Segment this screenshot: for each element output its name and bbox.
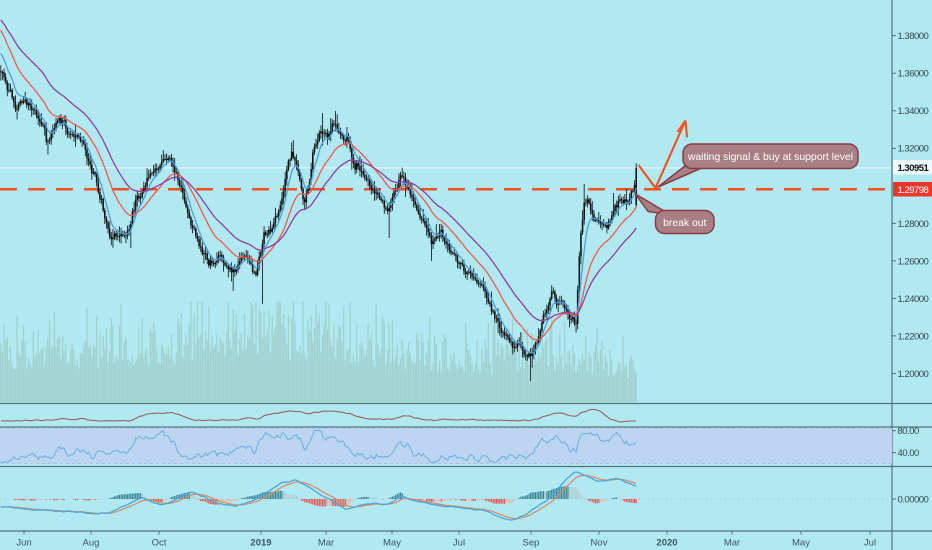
svg-text:Aug: Aug: [83, 538, 100, 549]
svg-text:Oct: Oct: [152, 538, 167, 549]
svg-text:1.24000: 1.24000: [898, 294, 929, 305]
svg-text:1.20000: 1.20000: [898, 369, 929, 380]
svg-text:40.00: 40.00: [898, 448, 919, 459]
svg-text:1.36000: 1.36000: [898, 69, 929, 80]
svg-text:Jul: Jul: [864, 538, 876, 549]
svg-text:Jul: Jul: [453, 538, 465, 549]
svg-text:80.00: 80.00: [898, 426, 919, 437]
svg-text:waiting signal & buy at suppor: waiting signal & buy at support level: [687, 152, 853, 163]
svg-text:1.34000: 1.34000: [898, 106, 929, 117]
svg-text:1.32000: 1.32000: [898, 144, 929, 155]
svg-text:Mar: Mar: [724, 538, 740, 549]
svg-text:May: May: [383, 538, 401, 549]
svg-text:1.26000: 1.26000: [898, 256, 929, 267]
svg-text:1.22000: 1.22000: [898, 331, 929, 342]
svg-text:Jun: Jun: [16, 538, 31, 549]
svg-text:1.29798: 1.29798: [898, 185, 929, 196]
svg-text:2019: 2019: [250, 538, 271, 549]
svg-text:1.28000: 1.28000: [898, 219, 929, 230]
svg-text:2020: 2020: [656, 538, 677, 549]
svg-text:Mar: Mar: [318, 538, 334, 549]
svg-text:0.00000: 0.00000: [898, 494, 929, 505]
svg-text:1.38000: 1.38000: [898, 31, 929, 42]
svg-text:May: May: [792, 538, 810, 549]
svg-text:1.30951: 1.30951: [898, 163, 930, 174]
svg-text:Sep: Sep: [523, 538, 540, 549]
svg-text:Nov: Nov: [591, 538, 608, 549]
svg-text:break out: break out: [663, 218, 706, 229]
